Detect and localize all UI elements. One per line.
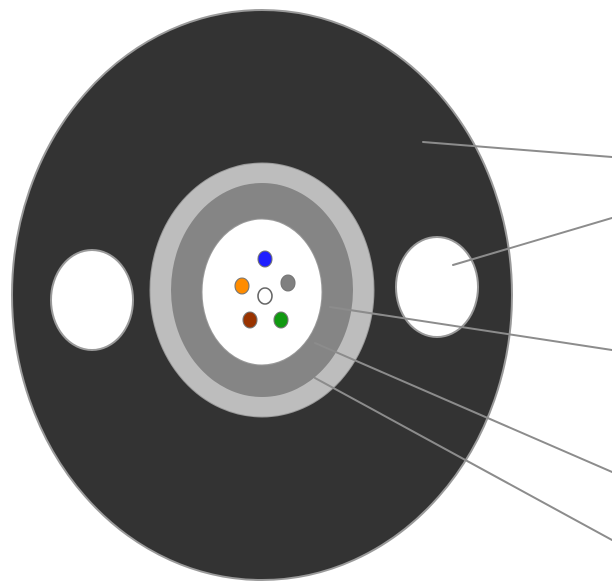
fiber-green: [273, 311, 289, 329]
fiber-gray: [280, 274, 296, 292]
fiber-center: [257, 287, 273, 305]
fiber-orange: [234, 277, 250, 295]
strength-member-left: [50, 249, 134, 351]
leader-lines-group: [314, 141, 612, 541]
strength-member-right: [395, 236, 479, 338]
leader-strength-member-line: [452, 217, 612, 266]
fiber-brown: [242, 311, 258, 329]
fibers-group: [234, 250, 296, 329]
leader-outer-tube-line: [314, 377, 612, 541]
fiber-blue: [257, 250, 273, 268]
leader-outer-sheath-line: [422, 141, 612, 158]
leader-core-line: [329, 306, 612, 351]
leader-inner-tube-line: [314, 342, 612, 473]
